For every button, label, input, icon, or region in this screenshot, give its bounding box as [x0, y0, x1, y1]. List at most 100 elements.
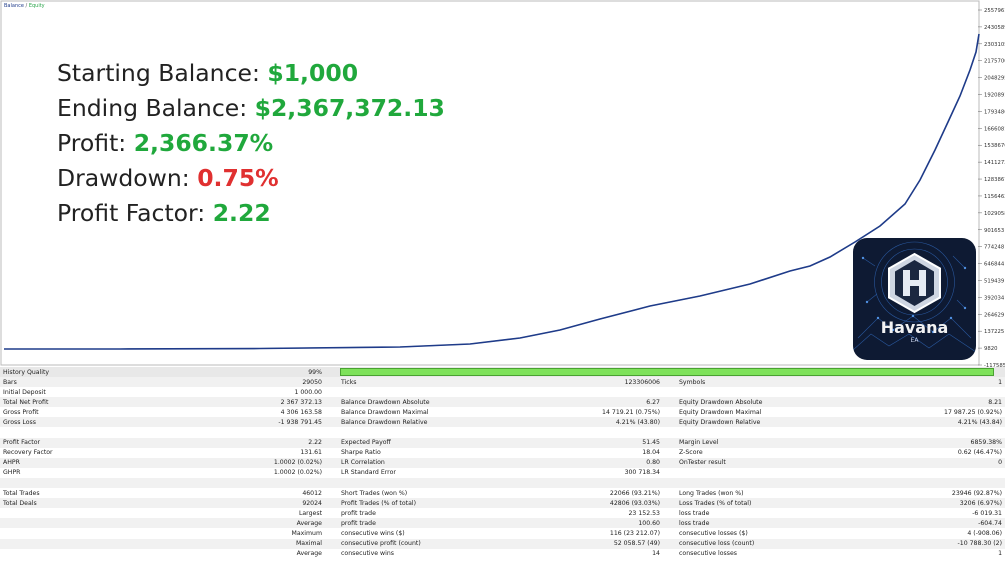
metric-label: consecutive wins [341, 550, 394, 558]
metric-label: consecutive losses ($) [679, 530, 748, 537]
metric-value: 51.45 [642, 439, 660, 447]
metric-value: 92024 [302, 499, 322, 507]
havana-ea-logo: Havana EA [853, 238, 976, 360]
report-row: Total Deals 92024 Profit Trades (% of tota… [0, 498, 1005, 509]
report-row: Largest profit trade 23 152.53 loss trade -6… [0, 508, 1005, 518]
metric-label: Average [296, 550, 322, 558]
history-quality-bar [340, 368, 995, 376]
metric-label: Balance Drawdown Maximal [341, 408, 429, 416]
y-tick-label: 519439 [984, 278, 1004, 284]
metric-value: 123306006 [624, 378, 660, 386]
metric-label: consecutive loss (count) [679, 540, 755, 548]
metric-label: Long Trades (won %) [679, 489, 744, 497]
ending-balance-value: $2,367,372.13 [254, 94, 445, 122]
report-row: Gross Loss -1 938 791.45 Balance Drawdown … [0, 417, 1005, 428]
metric-label: Initial Deposit [3, 388, 46, 396]
drawdown-value: 0.75% [197, 164, 279, 192]
tester-report: History Quality 99% Bars 29050 Ticks 123306… [0, 367, 1005, 565]
metric-value: 29050 [302, 378, 322, 386]
metric-value: 6.27 [646, 398, 660, 406]
y-tick-label: 2048295 [984, 76, 1005, 82]
metric-value: 1.0002 (0.02%) [273, 469, 322, 477]
metric-value: -10 788.30 (2) [957, 540, 1002, 548]
y-tick-label: 1793486 [984, 109, 1005, 115]
metric-label: Symbols [679, 378, 706, 386]
metric-value: 0.62 (46.47%) [957, 449, 1002, 457]
y-tick-label: 1538676 [984, 143, 1005, 149]
metric-value: 0 [998, 459, 1002, 467]
chart-canvas: 2557961 2430589 2303105 2175700 2048295 19208… [0, 0, 1005, 367]
metric-label: Ticks [341, 378, 357, 386]
report-row: Average consecutive wins 14 consecutive los… [0, 549, 1005, 559]
history-quality-value: 99% [308, 368, 322, 376]
metric-label: consecutive losses [679, 550, 738, 558]
logo-name: Havana [880, 318, 949, 337]
metric-label: Balance Drawdown Relative [341, 418, 428, 426]
metric-value: -6 019.31 [972, 509, 1002, 517]
metric-value: 4 (-908.06) [967, 530, 1002, 537]
balance-line [4, 33, 980, 350]
metric-value: 6859.38% [970, 439, 1002, 447]
metric-value: 1 000.00 [294, 388, 322, 396]
starting-balance-row: Starting Balance: $1,000 [57, 56, 445, 91]
profit-value: 2,366.37% [133, 129, 274, 157]
metric-value: 1.0002 (0.02%) [273, 459, 322, 467]
metric-label: Maximal [295, 540, 322, 548]
metric-value: 2.22 [308, 439, 322, 447]
metric-value: 1 [998, 378, 1002, 386]
report-row: Average profit trade 100.60 loss trade -604.… [0, 518, 1005, 529]
metric-value: 46012 [302, 489, 322, 497]
metric-label: GHPR [3, 469, 21, 477]
profit-factor-value: 2.22 [212, 199, 271, 227]
metric-value: -1 938 791.45 [278, 418, 322, 426]
y-tick-label: 1411272 [984, 160, 1005, 166]
metric-value: 52 058.57 (49) [613, 540, 660, 548]
report-row [0, 478, 1005, 488]
legend-separator: / [25, 3, 28, 9]
metric-value: 131.61 [300, 449, 322, 457]
chart-legend: Balance / Equity [4, 3, 45, 9]
metric-label: Total Trades [3, 489, 40, 497]
y-tick-label: 9820 [984, 346, 998, 352]
metric-value: 18.04 [642, 449, 660, 457]
y-tick-label: 137225 [984, 329, 1004, 335]
starting-balance-value: $1,000 [267, 59, 359, 87]
y-tick-label: -117585 [984, 363, 1005, 367]
metric-label: AHPR [3, 459, 20, 467]
metric-label: consecutive wins ($) [341, 530, 405, 537]
metric-label: Gross Profit [3, 408, 39, 416]
metric-label: Profit Factor [3, 439, 41, 447]
metric-value: 8.21 [988, 398, 1002, 406]
legend-balance: Balance [4, 3, 24, 9]
metric-label: Short Trades (won %) [341, 489, 408, 497]
metric-value: 14 719.21 (0.75%) [602, 408, 660, 416]
metric-value: 23 152.53 [628, 509, 661, 517]
metric-label: Balance Drawdown Absolute [341, 398, 430, 406]
y-tick-label: 1283867 [984, 177, 1005, 183]
metric-label: Bars [3, 378, 17, 386]
metric-value: 3206 (6.97%) [959, 499, 1002, 507]
report-row: Recovery Factor 131.61 Sharpe Ratio 18.04 Z-… [0, 448, 1005, 458]
drawdown-label: Drawdown: [57, 164, 190, 192]
metric-value: 22066 (93.21%) [609, 489, 660, 497]
metric-value: 23946 (92.87%) [951, 489, 1002, 497]
metric-label: OnTester result [679, 459, 726, 467]
metric-label: Profit Trades (% of total) [341, 499, 416, 507]
y-tick-label: 392034 [984, 295, 1005, 301]
report-row: Initial Deposit 1 000.00 [0, 387, 1005, 397]
metric-value: 42806 (93.03%) [609, 499, 660, 507]
metric-value: 2 367 372.13 [280, 398, 322, 406]
metric-label: Largest [298, 509, 322, 517]
report-row: Gross Profit 4 306 163.58 Balance Drawdown… [0, 407, 1005, 417]
y-tick-label: 901653 [984, 228, 1004, 234]
metric-label: Average [296, 519, 322, 527]
report-row: Maximal consecutive profit (count) 52 058.… [0, 538, 1005, 549]
report-row: GHPR 1.0002 (0.02%) LR Standard Error 300 7… [0, 468, 1005, 478]
metric-label: consecutive profit (count) [341, 540, 421, 548]
metric-value: 4 306 163.58 [280, 408, 322, 416]
profit-factor-label: Profit Factor: [57, 199, 206, 227]
y-tick-label: 774248 [984, 245, 1005, 251]
metric-label: Equity Drawdown Relative [679, 418, 761, 426]
y-tick-label: 646844 [984, 262, 1005, 268]
